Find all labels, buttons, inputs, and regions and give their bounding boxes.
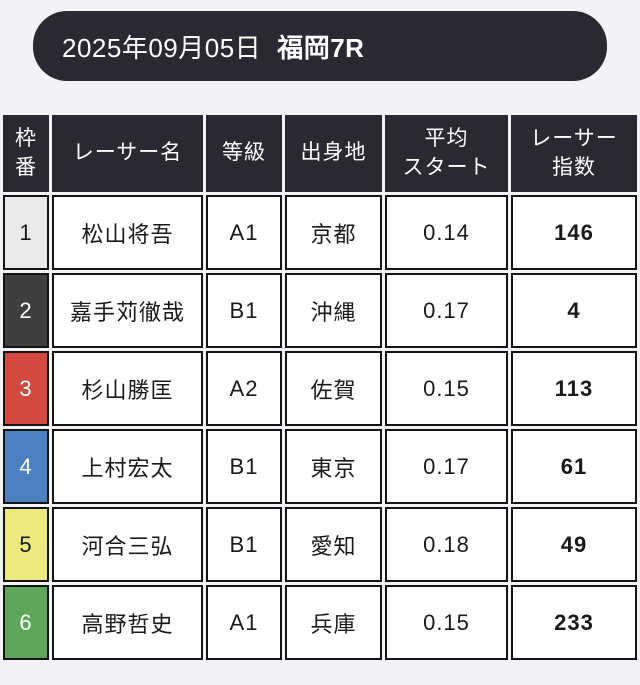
- cell-avg_start: 0.17: [385, 429, 508, 504]
- header-row: 枠 番レーサー名 等級 出身地 平均 スタート レーサー 指数: [3, 115, 637, 192]
- cell-grade: A1: [206, 195, 282, 270]
- cell-grade: B1: [206, 273, 282, 348]
- cell-grade: B1: [206, 429, 282, 504]
- cell-grade: A1: [206, 585, 282, 660]
- column-header-origin: 出身地: [285, 115, 382, 192]
- cell-name: 松山将吾: [52, 195, 203, 270]
- frame-number-cell: 4: [3, 429, 49, 504]
- cell-name: 嘉手苅徹哉: [52, 273, 203, 348]
- cell-index: 49: [511, 507, 637, 582]
- column-header-waku: 枠 番: [3, 115, 49, 192]
- racer-row-3: 3 杉山勝匡 A2 佐賀 0.15 113: [3, 351, 637, 426]
- table-header: 枠 番レーサー名 等級 出身地 平均 スタート レーサー 指数: [3, 115, 637, 192]
- racer-row-4: 4 上村宏太 B1 東京 0.17 61: [3, 429, 637, 504]
- column-header-name: レーサー名: [52, 115, 203, 192]
- cell-grade: B1: [206, 507, 282, 582]
- cell-origin: 沖縄: [285, 273, 382, 348]
- cell-avg_start: 0.18: [385, 507, 508, 582]
- cell-name: 河合三弘: [52, 507, 203, 582]
- cell-origin: 京都: [285, 195, 382, 270]
- column-header-grade: 等級: [206, 115, 282, 192]
- cell-origin: 東京: [285, 429, 382, 504]
- racer-row-1: 1 松山将吾 A1 京都 0.14 146: [3, 195, 637, 270]
- cell-avg_start: 0.17: [385, 273, 508, 348]
- frame-number-cell: 5: [3, 507, 49, 582]
- cell-origin: 佐賀: [285, 351, 382, 426]
- frame-number-cell: 3: [3, 351, 49, 426]
- race-name: 福岡7R: [277, 32, 365, 63]
- cell-index: 113: [511, 351, 637, 426]
- frame-number-cell: 2: [3, 273, 49, 348]
- column-header-index: レーサー 指数: [511, 115, 637, 192]
- cell-avg_start: 0.14: [385, 195, 508, 270]
- cell-avg_start: 0.15: [385, 585, 508, 660]
- cell-index: 146: [511, 195, 637, 270]
- cell-name: 杉山勝匡: [52, 351, 203, 426]
- frame-number-cell: 6: [3, 585, 49, 660]
- cell-name: 上村宏太: [52, 429, 203, 504]
- cell-avg_start: 0.15: [385, 351, 508, 426]
- column-header-avg_start: 平均 スタート: [385, 115, 508, 192]
- frame-number-cell: 1: [3, 195, 49, 270]
- racer-row-2: 2 嘉手苅徹哉 B1 沖縄 0.17 4: [3, 273, 637, 348]
- cell-index: 4: [511, 273, 637, 348]
- racer-row-6: 6 高野哲史 A1 兵庫 0.15 233: [3, 585, 637, 660]
- cell-grade: A2: [206, 351, 282, 426]
- race-date: 2025年09月05日: [62, 32, 262, 63]
- cell-origin: 兵庫: [285, 585, 382, 660]
- race-title-bar: 2025年09月05日 福岡7R: [33, 11, 607, 81]
- racer-table: 枠 番レーサー名 等級 出身地 平均 スタート レーサー 指数 1 松山将吾 A1 京都 0.1…: [0, 112, 640, 663]
- cell-origin: 愛知: [285, 507, 382, 582]
- cell-index: 61: [511, 429, 637, 504]
- cell-index: 233: [511, 585, 637, 660]
- cell-name: 高野哲史: [52, 585, 203, 660]
- racer-row-5: 5 河合三弘 B1 愛知 0.18 49: [3, 507, 637, 582]
